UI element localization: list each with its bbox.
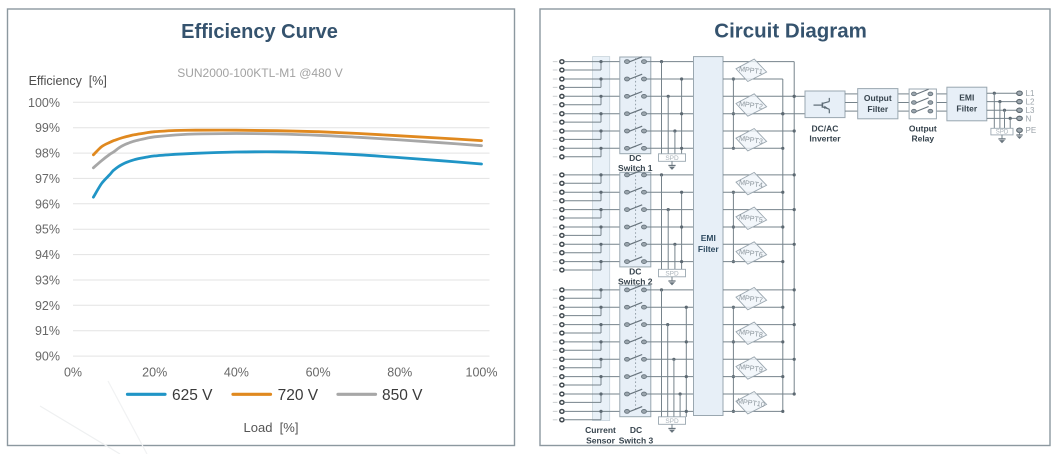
svg-text:92%: 92% [35, 299, 60, 313]
svg-text:L3: L3 [1026, 106, 1035, 115]
svg-text:40%: 40% [224, 366, 249, 380]
svg-text:99%: 99% [35, 121, 60, 135]
svg-text:720 V: 720 V [278, 387, 319, 404]
svg-text:Inverter: Inverter [809, 134, 841, 144]
svg-text:625 V: 625 V [172, 387, 213, 404]
svg-text:PE: PE [1026, 126, 1037, 135]
svg-text:Efficiency [%]: Efficiency [%] [29, 74, 107, 88]
svg-text:0%: 0% [64, 366, 82, 380]
svg-text:Switch 3: Switch 3 [619, 435, 654, 445]
svg-text:Switch 1: Switch 1 [618, 163, 653, 173]
svg-text:Output: Output [864, 93, 892, 103]
svg-text:SPD: SPD [665, 155, 679, 162]
svg-text:850 V: 850 V [382, 387, 423, 404]
svg-text:MPPT6: MPPT6 [738, 247, 763, 259]
svg-text:100%: 100% [466, 366, 498, 380]
svg-text:Relay: Relay [911, 134, 934, 144]
svg-text:Switch 2: Switch 2 [618, 276, 653, 286]
svg-text:Circuit Diagram: Circuit Diagram [714, 20, 867, 43]
svg-text:97%: 97% [35, 172, 60, 186]
svg-text:98%: 98% [35, 147, 60, 161]
svg-text:EMI: EMI [959, 93, 974, 103]
svg-text:Filter: Filter [867, 104, 888, 114]
svg-text:SPD: SPD [996, 129, 1009, 136]
svg-text:MPPT2: MPPT2 [738, 99, 763, 111]
svg-text:Efficiency Curve: Efficiency Curve [181, 21, 338, 43]
svg-text:MPPT7: MPPT7 [738, 292, 763, 304]
svg-text:SPD: SPD [665, 270, 679, 277]
svg-text:DC: DC [630, 425, 642, 435]
svg-text:SPD: SPD [665, 418, 679, 425]
svg-text:DC: DC [629, 267, 641, 277]
svg-text:Filter: Filter [698, 244, 719, 254]
svg-text:20%: 20% [142, 366, 167, 380]
svg-text:MPPT5: MPPT5 [738, 212, 763, 224]
svg-text:MPPT3: MPPT3 [738, 134, 763, 146]
svg-text:80%: 80% [387, 366, 412, 380]
svg-text:DC: DC [629, 153, 641, 163]
svg-text:MPPT1: MPPT1 [738, 64, 763, 76]
svg-text:N: N [1026, 114, 1032, 123]
svg-text:100%: 100% [28, 96, 60, 110]
svg-text:90%: 90% [35, 350, 60, 364]
svg-text:DC/AC: DC/AC [812, 124, 839, 134]
svg-text:96%: 96% [35, 197, 60, 211]
svg-text:MPPT9: MPPT9 [738, 362, 763, 374]
svg-text:Current: Current [585, 425, 616, 435]
svg-text:91%: 91% [35, 324, 60, 338]
svg-text:Load [%]: Load [%] [244, 420, 299, 435]
svg-text:95%: 95% [35, 223, 60, 237]
svg-text:L1: L1 [1026, 89, 1035, 98]
svg-text:Sensor: Sensor [586, 435, 616, 445]
svg-text:SUN2000-100KTL-M1 @480 V: SUN2000-100KTL-M1 @480 V [177, 66, 343, 80]
svg-text:Output: Output [909, 124, 937, 134]
svg-text:EMI: EMI [701, 233, 716, 243]
svg-text:Filter: Filter [956, 104, 977, 114]
svg-text:MPPT8: MPPT8 [738, 327, 763, 339]
svg-text:L2: L2 [1026, 98, 1035, 107]
svg-text:94%: 94% [35, 248, 60, 262]
svg-text:MPPT10: MPPT10 [736, 396, 765, 409]
svg-text:MPPT4: MPPT4 [738, 177, 763, 189]
svg-text:93%: 93% [35, 274, 60, 288]
svg-text:60%: 60% [306, 366, 331, 380]
